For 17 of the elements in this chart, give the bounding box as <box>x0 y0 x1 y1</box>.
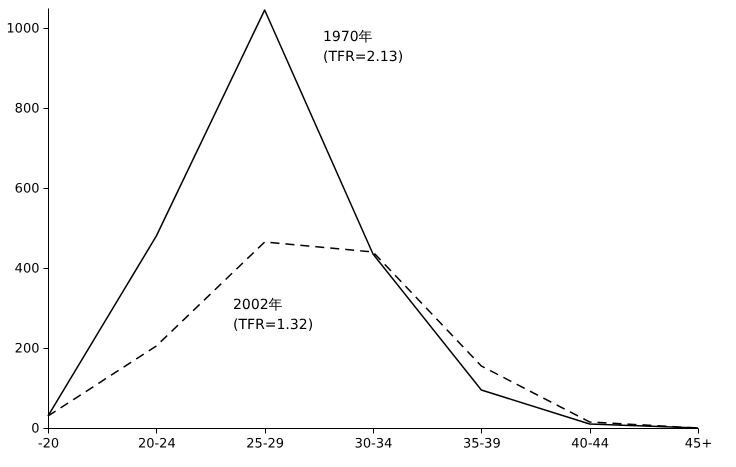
y-tick-label: 0 <box>31 422 40 436</box>
x-tick-label: 45+ <box>684 436 712 452</box>
text: 1970年 <box>323 29 373 45</box>
series-label: 2002年 <box>233 297 283 313</box>
y-tick-label: 1000 <box>6 22 40 36</box>
x-tick-label: -20 <box>38 436 60 452</box>
x-tick-label: 30-34 <box>354 436 392 452</box>
x-tick-label: 20-24 <box>138 436 176 452</box>
annotation: (TFR=1.32) <box>233 317 314 333</box>
x-tick-label: 40-44 <box>571 436 610 452</box>
annotation: (TFR=2.13) <box>323 49 404 65</box>
y-tick-label: 600 <box>14 182 40 196</box>
x-tick-label: 35-39 <box>462 436 501 452</box>
y-tick-label: 400 <box>14 262 40 276</box>
y-tick-label: 200 <box>14 342 40 356</box>
y-tick-label: 800 <box>14 102 40 116</box>
x-tick-label: 25-29 <box>246 436 284 452</box>
